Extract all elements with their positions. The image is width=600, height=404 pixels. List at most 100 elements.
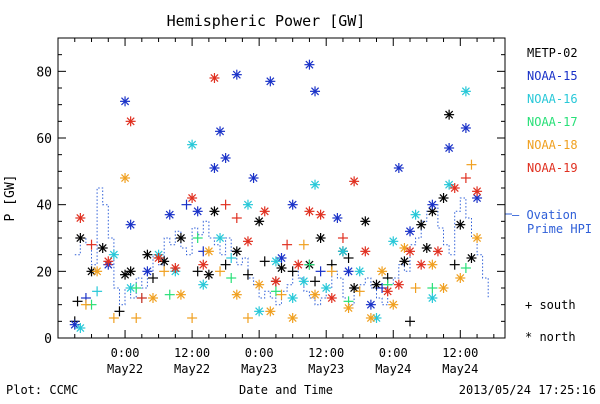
data-point-noaa-15-north (393, 163, 404, 173)
data-point-noaa-18-north (365, 313, 376, 323)
data-point-noaa-19-south (460, 173, 471, 183)
data-point-noaa-15-north (209, 163, 220, 173)
data-point-noaa-17-south (460, 263, 471, 273)
point-stroke (344, 303, 353, 313)
point-stroke (344, 267, 353, 276)
data-point-noaa-18-north (254, 279, 265, 290)
data-point-noaa-15-north (287, 199, 298, 210)
data-point-metp-02-north (416, 219, 427, 230)
data-point-noaa-16-south (226, 253, 237, 263)
data-point-noaa-19-north (304, 206, 315, 217)
point-stroke (76, 233, 85, 243)
ovation-hpi-series (74, 187, 489, 306)
ovation-legend-line1: — Ovation (512, 208, 577, 222)
south-symbol-legend: + south (525, 298, 576, 312)
data-point-noaa-18-south (242, 313, 253, 323)
point-stroke (204, 247, 213, 256)
point-stroke (322, 283, 331, 293)
data-point-noaa-16-north (108, 249, 119, 260)
data-point-metp-02-north (97, 243, 108, 253)
point-stroke (394, 280, 403, 289)
data-point-noaa-15-north (248, 173, 259, 183)
x-tick-date-label: May22 (174, 362, 210, 376)
point-stroke (333, 213, 342, 223)
point-stroke (126, 220, 135, 229)
chart-title: Hemispheric Power [GW] (167, 12, 366, 30)
data-point-metp-02-north (120, 269, 131, 280)
y-tick-label: 80 (36, 65, 52, 80)
data-point-metp-02-south (287, 266, 298, 277)
legend-entry-noaa-17: NOAA-17 (527, 115, 578, 129)
point-stroke (316, 210, 325, 219)
point-stroke (405, 247, 415, 256)
x-tick-time-label: 0:00 (245, 346, 274, 360)
data-point-noaa-16-north (75, 323, 86, 333)
point-stroke (249, 173, 258, 183)
data-point-noaa-18-south (131, 313, 142, 323)
point-stroke (98, 243, 107, 253)
data-point-noaa-18-south (80, 299, 91, 310)
point-stroke (255, 217, 264, 226)
data-point-metp-02-north (315, 233, 326, 243)
data-point-metp-02-south (72, 296, 83, 307)
point-stroke (411, 210, 420, 219)
point-stroke (154, 253, 163, 263)
point-stroke (366, 313, 375, 323)
data-point-noaa-17-south (226, 273, 237, 283)
data-point-metp-02-north (438, 193, 449, 203)
legend-entry-noaa-19: NOAA-19 (527, 161, 578, 175)
point-stroke (76, 323, 85, 333)
point-stroke (76, 213, 85, 223)
point-stroke (255, 280, 264, 289)
point-stroke (461, 87, 470, 96)
point-stroke (428, 207, 437, 216)
x-tick-time-label: 12:00 (174, 346, 210, 360)
point-stroke (400, 257, 409, 266)
point-stroke (288, 200, 297, 209)
data-point-noaa-18-north (120, 173, 131, 183)
data-point-metp-02-north (175, 233, 186, 243)
data-point-noaa-18-north (175, 289, 186, 300)
point-stroke (473, 233, 482, 243)
point-stroke (232, 70, 241, 79)
point-stroke (277, 263, 286, 273)
data-point-noaa-19-north (103, 256, 114, 267)
point-stroke (188, 140, 197, 149)
point-stroke (210, 163, 219, 173)
point-stroke (450, 183, 459, 193)
data-point-noaa-18-north (427, 259, 438, 270)
data-points (69, 59, 483, 333)
data-point-noaa-18-south (354, 286, 365, 297)
data-point-noaa-16-north (410, 209, 421, 220)
data-point-noaa-16-north (187, 139, 198, 150)
data-point-noaa-16-north (337, 246, 348, 257)
point-stroke (126, 267, 135, 276)
point-stroke (104, 257, 113, 266)
data-point-noaa-19-north (198, 259, 209, 270)
data-point-noaa-19-north (209, 73, 220, 83)
data-point-noaa-19-south (220, 199, 231, 210)
data-point-metp-02-south (405, 316, 416, 327)
point-stroke (316, 233, 325, 243)
point-stroke (199, 260, 208, 269)
axes: 0 20 40 60 80 0:00 May22 12:00 May22 0:00 May23 12:… (36, 37, 506, 376)
data-point-metp-02-north (159, 256, 170, 267)
point-stroke (338, 247, 347, 256)
data-point-noaa-16-north (298, 276, 309, 287)
data-point-noaa-17-south (304, 259, 315, 270)
point-stroke (350, 177, 359, 186)
point-stroke (121, 173, 130, 183)
point-stroke (266, 307, 275, 316)
data-point-noaa-19-north (326, 293, 337, 303)
data-point-noaa-19-north (449, 183, 460, 193)
point-stroke (361, 247, 370, 256)
data-point-noaa-19-south (86, 239, 97, 250)
point-stroke (439, 283, 448, 293)
x-tick-date-label: May23 (241, 362, 277, 376)
data-point-metp-02-north (399, 256, 410, 267)
x-tick-time-label: 12:00 (308, 346, 344, 360)
data-point-noaa-18-south (466, 159, 477, 170)
data-point-noaa-15-north (343, 266, 354, 277)
